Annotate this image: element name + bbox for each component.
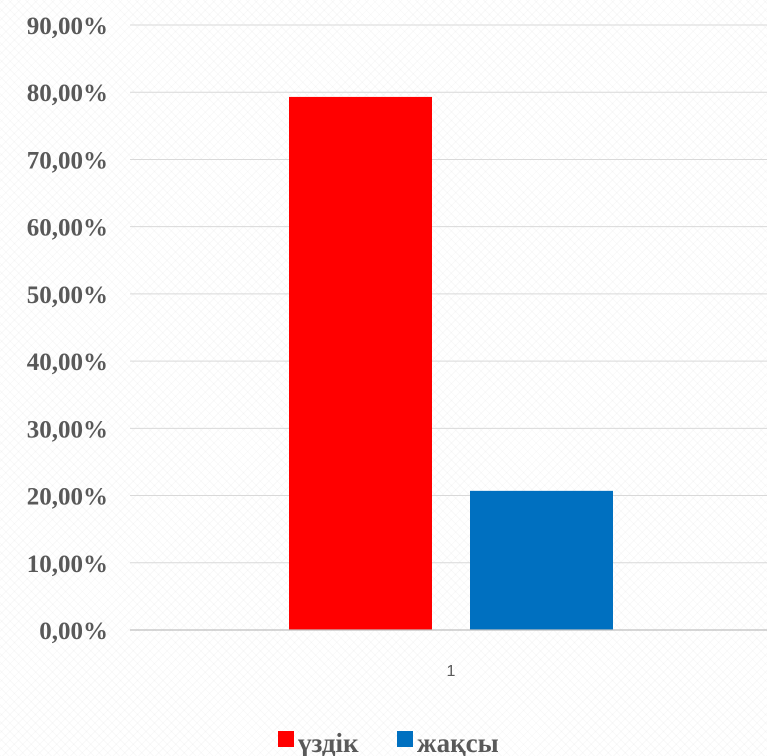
y-tick-label: 10,00% — [27, 551, 108, 578]
y-tick-label: 0,00% — [39, 618, 108, 645]
bar-series-1 — [289, 96, 432, 630]
x-tick-label: 1 — [447, 663, 456, 680]
legend-label: жақсы — [417, 728, 499, 756]
legend-label: үздік — [298, 728, 359, 756]
legend-swatch — [278, 731, 294, 747]
y-tick-label: 20,00% — [27, 484, 108, 511]
y-tick-label: 40,00% — [27, 349, 108, 376]
legend: үздік жақсы — [278, 728, 499, 756]
y-tick-label: 70,00% — [27, 147, 108, 174]
y-tick-label: 80,00% — [27, 80, 108, 107]
y-tick-label: 90,00% — [27, 13, 108, 40]
y-tick-label: 30,00% — [27, 416, 108, 443]
legend-swatch — [397, 731, 413, 747]
bar-series-2 — [470, 490, 613, 630]
y-axis-tick-labels: 0,00% 10,00% 20,00% 30,00% 40,00% 50,00% 60,00… — [27, 13, 108, 645]
bars — [289, 96, 613, 630]
y-tick-label: 60,00% — [27, 215, 108, 242]
y-tick-label: 50,00% — [27, 282, 108, 309]
gridlines — [130, 24, 767, 564]
x-axis-tick-labels: 1 — [447, 663, 456, 680]
